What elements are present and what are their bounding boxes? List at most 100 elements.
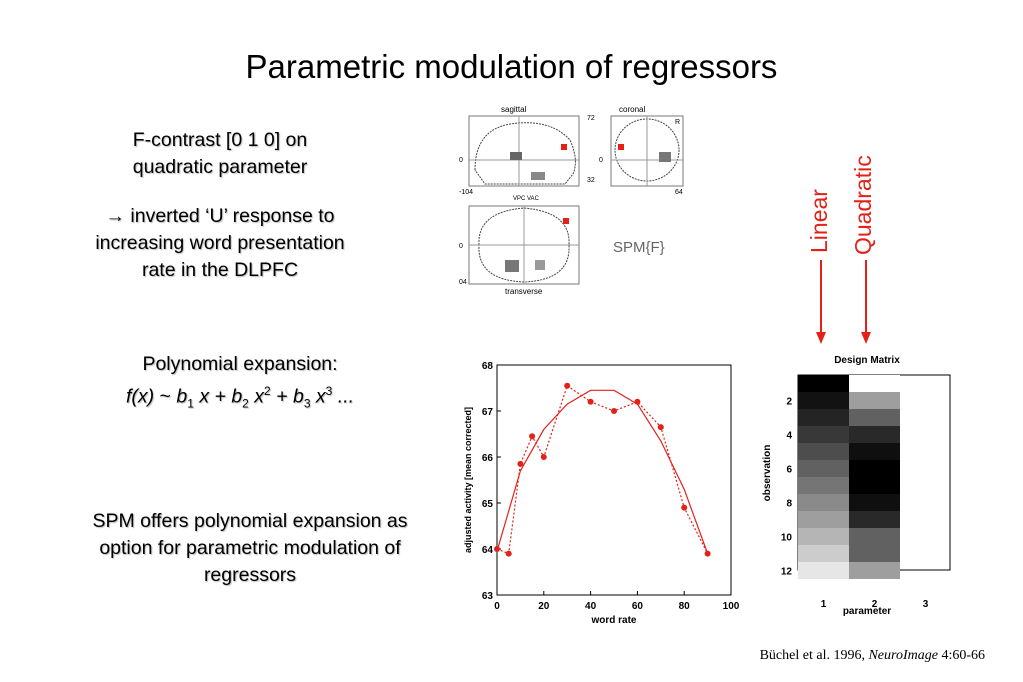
dm-y-tick-label: 4: [786, 431, 792, 442]
formula-x1: x +: [193, 385, 232, 408]
response-text: → inverted ‘U’ response to increasing wo…: [50, 203, 390, 284]
dm-y-axis-label: observation: [762, 445, 773, 502]
sagittal-blob-2: [531, 172, 545, 180]
spm-f-label: SPM{F}: [613, 239, 665, 256]
data-point: [704, 550, 711, 557]
data-point: [564, 382, 571, 389]
series-solid: [496, 389, 709, 554]
formula-plus2: +: [270, 385, 293, 408]
formula-x2: x: [248, 385, 265, 408]
formula-s3: 3: [303, 396, 311, 411]
x-tick-label: 60: [632, 601, 644, 612]
sagittal-label: sagittal: [501, 105, 527, 114]
sagittal-peak: [561, 144, 567, 150]
design-matrix-cell: [849, 409, 900, 426]
y-tick-label: 67: [482, 407, 494, 418]
sagittal-frame: [468, 115, 580, 187]
data-point: [681, 504, 688, 511]
y-tick-label: 63: [482, 591, 494, 602]
dm-y-tick-label: 12: [781, 567, 793, 578]
formula-b3: b: [292, 385, 304, 408]
data-point: [505, 550, 512, 557]
brain-num-64: 64: [675, 189, 683, 196]
citation: Büchel et al. 1996, NeuroImage 4:60-66: [760, 648, 985, 664]
spm-offer-line-1: SPM offers polynomial expansion as: [92, 510, 408, 532]
response-line-3: rate in the DLPFC: [141, 259, 299, 281]
linear-arrow-head-icon: [816, 332, 826, 344]
dm-x-tick-label: 3: [923, 599, 929, 610]
design-matrix-cell: [798, 494, 849, 511]
x-tick-label: 100: [723, 601, 740, 612]
plot-area: [496, 364, 732, 596]
y-tick-label: 65: [482, 499, 494, 510]
design-matrix-cell: [798, 528, 849, 545]
y-tick-label: 64: [482, 545, 494, 556]
data-point: [611, 408, 617, 414]
formula-p3: 3: [325, 384, 333, 398]
design-matrix-cell: [849, 460, 900, 477]
brain-num-32: 32: [587, 177, 595, 184]
data-point: [529, 433, 536, 440]
brain-num-04: 04: [459, 279, 467, 286]
design-matrix-cell: [849, 511, 900, 528]
vpc-vac-label: VPC VAC: [513, 196, 540, 202]
coronal-blob: [659, 152, 671, 162]
design-matrix-cell: [849, 375, 900, 392]
design-matrix-cell: [798, 375, 849, 392]
design-matrix-cell: [849, 562, 900, 579]
coronal-peak: [618, 144, 624, 150]
spm-offer-line-3: regressors: [203, 564, 297, 586]
design-matrix-cell: [798, 562, 849, 579]
sagittal-blob-1: [510, 152, 522, 160]
linear-label: Linear: [806, 189, 832, 253]
word-rate-chart: 0 20 40 60 80 100 63 64 65 66 67 68 word rate adjus…: [463, 361, 740, 626]
formula-b1: b: [176, 385, 188, 408]
dm-x-axis-label: parameter: [843, 606, 891, 617]
dm-x-tick-label: 1: [821, 599, 827, 610]
design-matrix-cell: [798, 477, 849, 494]
design-matrix-cell: [798, 511, 849, 528]
design-matrix-cell: [849, 528, 900, 545]
x-tick-label: 20: [538, 601, 550, 612]
polynomial-heading: Polynomial expansion:: [142, 353, 338, 375]
brain-num-neg104: -104: [459, 189, 473, 196]
design-matrix-title: Design Matrix: [834, 355, 900, 366]
design-matrix-cell: [798, 426, 849, 443]
formula-ellipsis: ...: [332, 385, 355, 408]
right-arrow-icon: →: [105, 205, 125, 227]
polynomial-block: Polynomial expansion: f(x) ~ b1 x + b2 x…: [70, 351, 410, 417]
design-matrix-cell: [849, 443, 900, 460]
design-matrix-cell: [798, 545, 849, 562]
dm-y-tick-label: 6: [786, 465, 792, 476]
design-matrix-cell: [849, 545, 900, 562]
data-point: [634, 398, 641, 405]
glass-brain-figure: sagittal coronal transverse VPC VAC 72 3…: [459, 105, 684, 296]
contrast-text: F-contrast [0 1 0] on quadratic paramete…: [90, 127, 350, 181]
x-axis-label: word rate: [590, 615, 636, 626]
chart-markers: [494, 382, 711, 557]
dm-y-tick-label: 2: [786, 397, 792, 408]
brain-num-72: 72: [587, 115, 595, 122]
slide-title: Parametric modulation of regressors: [245, 48, 778, 85]
sagittal-outline: [474, 122, 576, 185]
formula-s1: 1: [187, 396, 194, 411]
x-tick-label: 80: [679, 601, 691, 612]
x-tick-label: 0: [494, 601, 500, 612]
y-axis-label: adjusted activity [mean corrected]: [463, 407, 473, 553]
design-matrix-cells: [798, 375, 900, 579]
quadratic-arrow-head-icon: [861, 332, 871, 344]
brain-num-0a: 0: [459, 157, 463, 164]
formula-p2: 2: [264, 384, 271, 398]
transverse-blob-2: [535, 260, 545, 270]
design-matrix-cell: [849, 392, 900, 409]
response-line-2: increasing word presentation: [95, 232, 345, 254]
formula-s2: 2: [242, 396, 249, 411]
data-point: [657, 424, 664, 431]
data-point: [540, 454, 547, 460]
data-point: [517, 460, 524, 467]
coronal-label: coronal: [619, 105, 645, 114]
dm-x-tick-label: 2: [872, 599, 878, 610]
y-tick-label: 68: [482, 361, 494, 372]
data-point: [587, 398, 594, 405]
